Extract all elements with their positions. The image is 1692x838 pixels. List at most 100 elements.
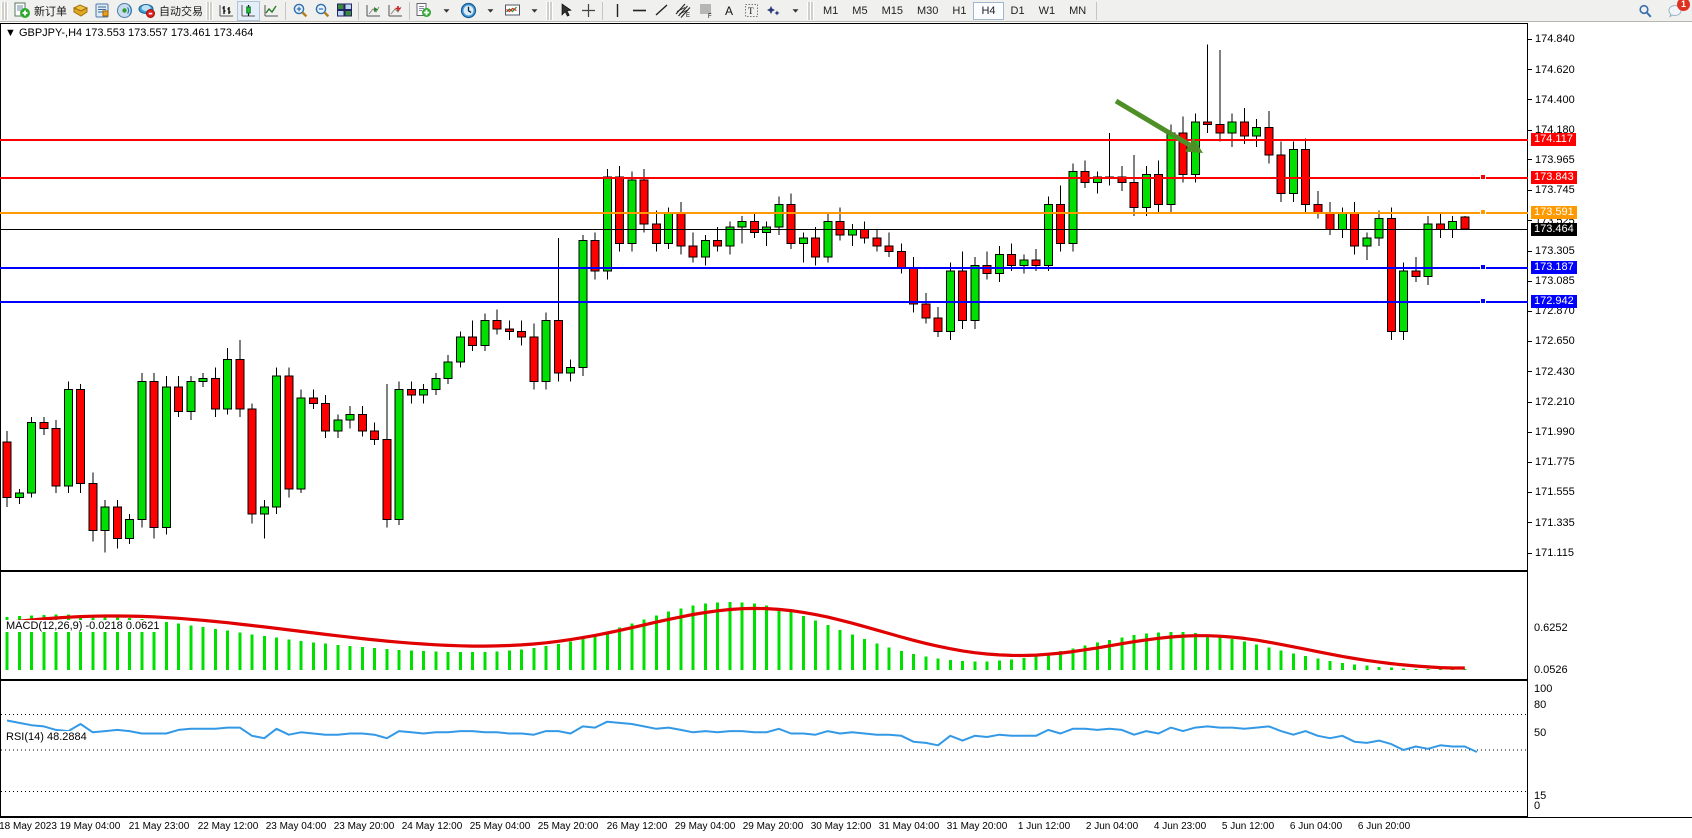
rsi-indicator-label[interactable]: RSI(14) 48.2884 — [4, 731, 89, 743]
indicators-icon[interactable] — [413, 1, 435, 21]
toolbar-grip[interactable] — [1, 1, 8, 20]
pane-divider-macd[interactable] — [0, 570, 1528, 572]
text-label-icon[interactable]: T — [740, 1, 762, 21]
timeframe-W1[interactable]: W1 — [1038, 4, 1056, 17]
vline-icon[interactable] — [606, 1, 628, 21]
news-icon[interactable] — [91, 1, 113, 21]
level-handle-pivot[interactable] — [1480, 209, 1486, 215]
level-line-support-2[interactable] — [0, 301, 1528, 303]
price-tick: 172.650 — [1528, 335, 1575, 347]
period-icon[interactable] — [457, 1, 479, 21]
cursor-icon[interactable] — [555, 1, 577, 21]
timeframe-M1[interactable]: M1 — [823, 4, 839, 17]
hline-icon[interactable] — [628, 1, 650, 21]
price-badge-resistance-1[interactable]: 174.117 — [1531, 132, 1576, 146]
macd-indicator-label[interactable]: MACD(12,26,9) -0.0218 0.0621 — [4, 620, 162, 632]
chart-area[interactable]: ▼ GBPJPY-,H4 173.553 173.557 173.461 173… — [0, 22, 1692, 838]
chart-collapse-arrow-icon[interactable]: ▼ — [5, 27, 16, 39]
toolbar-grip-2[interactable] — [206, 1, 213, 20]
pane-divider-rsi[interactable] — [0, 679, 1528, 681]
rsi-tick-80: 80 — [1534, 699, 1547, 711]
toolbar-grip-4[interactable] — [807, 1, 814, 20]
tile-windows-icon[interactable] — [333, 1, 355, 21]
time-tick: 26 May 12:00 — [606, 821, 668, 832]
signals-icon[interactable] — [113, 1, 135, 21]
equidistant-channel-icon[interactable]: E — [672, 1, 695, 21]
time-axis[interactable]: 18 May 2023 19 May 04:00 21 May 23:00 22 Ma… — [0, 817, 1692, 838]
crosshair-grid-icon[interactable] — [384, 1, 406, 21]
zoom-in-icon[interactable] — [289, 1, 311, 21]
rsi-series — [1, 714, 1527, 792]
indicators-dropdown-arrow-icon[interactable] — [435, 1, 457, 21]
price-badge-bid-price[interactable]: 173.464 — [1531, 223, 1577, 237]
zoom-out-icon[interactable] — [311, 1, 333, 21]
text-icon[interactable]: A — [724, 3, 733, 18]
macd-pane[interactable] — [1, 576, 1527, 678]
level-handle-resistance-2[interactable] — [1480, 174, 1486, 180]
level-line-bid-price[interactable] — [0, 229, 1528, 230]
price-badge-support-2[interactable]: 172.942 — [1531, 295, 1577, 309]
timeframe-M5[interactable]: M5 — [852, 4, 868, 17]
chat-icon[interactable]: 1 — [1664, 0, 1690, 21]
templates-dropdown-arrow-icon[interactable] — [523, 1, 545, 21]
price-badge-resistance-2[interactable]: 173.843 — [1531, 170, 1577, 184]
level-line-resistance-1[interactable] — [0, 139, 1528, 141]
trendline-icon[interactable] — [650, 1, 672, 21]
price-tick: 171.115 — [1528, 547, 1574, 559]
fibonacci-icon[interactable]: F — [695, 1, 718, 21]
time-tick: 23 May 20:00 — [333, 821, 395, 832]
price-tick: 171.555 — [1528, 486, 1575, 498]
wallet-icon[interactable] — [69, 1, 91, 21]
price-tick: 173.745 — [1528, 184, 1575, 196]
chart-symbol-text: GBPJPY-,H4 173.553 173.557 173.461 173.4… — [18, 27, 254, 39]
templates-icon[interactable] — [501, 1, 523, 21]
objects-dropdown-arrow-icon[interactable] — [784, 1, 806, 21]
rsi-pane[interactable] — [1, 685, 1527, 815]
timeframe-MN[interactable]: MN — [1069, 4, 1087, 17]
time-tick: 19 May 04:00 — [59, 821, 121, 832]
autotrading-icon[interactable] — [135, 1, 157, 21]
new-order-label[interactable]: 新订单 — [34, 5, 67, 18]
chat-badge: 1 — [1677, 0, 1690, 11]
timeframe-M30[interactable]: M30 — [916, 4, 939, 17]
time-tick: 23 May 04:00 — [265, 821, 327, 832]
price-tick: 172.210 — [1528, 396, 1575, 408]
line-chart-icon[interactable] — [260, 1, 282, 21]
toolbar-separator-1 — [285, 1, 286, 20]
price-tick: 173.085 — [1528, 275, 1575, 287]
price-tick: 171.990 — [1528, 426, 1575, 438]
macd-scale-bottom: 0.0526 — [1534, 664, 1568, 676]
candlestick-icon[interactable] — [237, 0, 260, 21]
level-line-pivot[interactable] — [0, 212, 1528, 214]
data-window-icon[interactable] — [362, 1, 384, 21]
period-dropdown-arrow-icon[interactable] — [479, 1, 501, 21]
objects-icon[interactable] — [762, 1, 784, 21]
level-line-resistance-2[interactable] — [0, 177, 1528, 179]
chart-symbol-header: ▼ GBPJPY-,H4 173.553 173.557 173.461 173… — [3, 27, 256, 39]
toolbar-separator-3 — [409, 1, 410, 20]
price-pane[interactable] — [1, 24, 1527, 569]
time-tick: 30 May 12:00 — [810, 821, 872, 832]
time-tick: 29 May 04:00 — [674, 821, 736, 832]
toolbar-grip-3[interactable] — [546, 1, 553, 20]
timeframe-M15[interactable]: M15 — [881, 4, 903, 17]
search-icon[interactable] — [1634, 1, 1656, 21]
level-handle-support-2[interactable] — [1480, 298, 1486, 304]
price-axis[interactable]: 174.840 174.620 174.400 174.180 173.965 173.7… — [1528, 23, 1692, 838]
autotrading-label[interactable]: 自动交易 — [159, 5, 203, 18]
price-tick: 173.305 — [1528, 245, 1575, 257]
price-badge-pivot[interactable]: 173.591 — [1531, 205, 1577, 219]
rsi-tick-50: 50 — [1534, 727, 1547, 739]
timeframe-H1[interactable]: H1 — [952, 4, 967, 17]
bar-chart-icon[interactable] — [215, 1, 237, 21]
new-order-icon[interactable] — [10, 1, 32, 21]
level-handle-support-1[interactable] — [1480, 264, 1486, 270]
crosshair-icon[interactable] — [577, 1, 599, 21]
toolbar-separator-4 — [602, 1, 603, 20]
macd-scale-top: 0.6252 — [1534, 622, 1568, 634]
level-line-support-1[interactable] — [0, 267, 1528, 269]
price-badge-support-1[interactable]: 173.187 — [1531, 261, 1577, 275]
svg-text:E: E — [686, 13, 690, 19]
timeframe-H4[interactable]: H4 — [973, 1, 1004, 20]
timeframe-D1[interactable]: D1 — [1010, 4, 1025, 17]
